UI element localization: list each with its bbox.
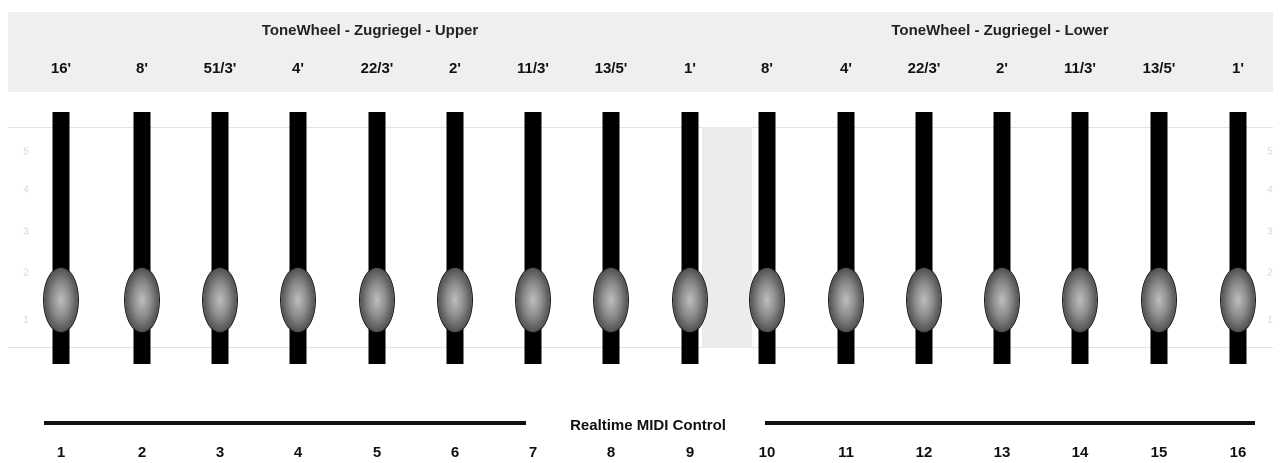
midi-controller-number: 16: [1229, 444, 1247, 461]
drawbar-knob-6[interactable]: [438, 268, 472, 333]
scale-label: 3: [1267, 226, 1273, 238]
grid-line: [8, 127, 1273, 128]
scale-label: 4: [23, 184, 29, 196]
midi-bracket-right: [765, 421, 1255, 425]
footage-label: 22/3': [907, 60, 941, 77]
drawbar-knob-10[interactable]: [750, 268, 784, 333]
header-band: [8, 12, 1273, 92]
drawbar-knob-12[interactable]: [907, 268, 941, 333]
midi-controller-number: 11: [838, 444, 854, 461]
manual-separator: [702, 127, 752, 348]
scale-label: 5: [1267, 146, 1273, 158]
drawbar-knob-2[interactable]: [125, 268, 159, 333]
footage-label: 1': [1232, 60, 1244, 77]
footage-label: 13/5': [594, 60, 628, 77]
footage-label: 16': [50, 60, 72, 77]
midi-controller-number: 6: [450, 444, 460, 461]
scale-label: 1: [23, 314, 29, 326]
footage-label: 22/3': [360, 60, 394, 77]
drawbar-knob-7[interactable]: [516, 268, 550, 333]
drawbar-knob-1[interactable]: [44, 268, 78, 333]
footage-label: 4': [292, 60, 304, 77]
footage-label: 4': [840, 60, 852, 77]
drawbar-knob-4[interactable]: [281, 268, 315, 333]
scale-label: 4: [1267, 184, 1273, 196]
footage-label: 2': [996, 60, 1008, 77]
midi-controller-number: 12: [915, 444, 933, 461]
midi-controller-number: 2: [137, 444, 147, 461]
scale-label: 1: [1267, 314, 1273, 326]
midi-controller-number: 1: [56, 444, 66, 461]
midi-controller-number: 5: [372, 444, 382, 461]
midi-controller-number: 7: [528, 444, 538, 461]
midi-controller-number: 13: [993, 444, 1011, 461]
drawbar-knob-9[interactable]: [673, 268, 707, 333]
midi-title: Realtime MIDI Control: [570, 417, 726, 434]
footage-label: 1': [684, 60, 696, 77]
drawbar-knob-15[interactable]: [1142, 268, 1176, 333]
drawbar-knob-16[interactable]: [1221, 268, 1255, 333]
drawbar-knob-11[interactable]: [829, 268, 863, 333]
midi-controller-number: 4: [293, 444, 303, 461]
footage-label: 8': [761, 60, 773, 77]
midi-controller-number: 3: [215, 444, 225, 461]
footage-label: 51/3': [203, 60, 237, 77]
midi-controller-number: 14: [1071, 444, 1089, 461]
scale-label: 5: [23, 146, 29, 158]
drawbar-knob-13[interactable]: [985, 268, 1019, 333]
grid-line: [8, 347, 1273, 348]
footage-label: 8': [136, 60, 148, 77]
midi-controller-number: 15: [1150, 444, 1168, 461]
drawbar-knob-3[interactable]: [203, 268, 237, 333]
midi-controller-number: 8: [606, 444, 616, 461]
footage-label: 11/3': [1064, 60, 1096, 77]
scale-label: 2: [23, 267, 29, 279]
footage-label: 11/3': [517, 60, 549, 77]
footage-label: 13/5': [1142, 60, 1176, 77]
midi-bracket-left: [44, 421, 526, 425]
drawbar-knob-5[interactable]: [360, 268, 394, 333]
upper-section-title: ToneWheel - Zugriegel - Upper: [261, 22, 479, 39]
lower-section-title: ToneWheel - Zugriegel - Lower: [891, 22, 1109, 39]
scale-label: 3: [23, 226, 29, 238]
drawbar-knob-14[interactable]: [1063, 268, 1097, 333]
drawbar-knob-8[interactable]: [594, 268, 628, 333]
footage-label: 2': [449, 60, 461, 77]
midi-controller-number: 10: [758, 444, 776, 461]
scale-label: 2: [1267, 267, 1273, 279]
midi-controller-number: 9: [685, 444, 695, 461]
